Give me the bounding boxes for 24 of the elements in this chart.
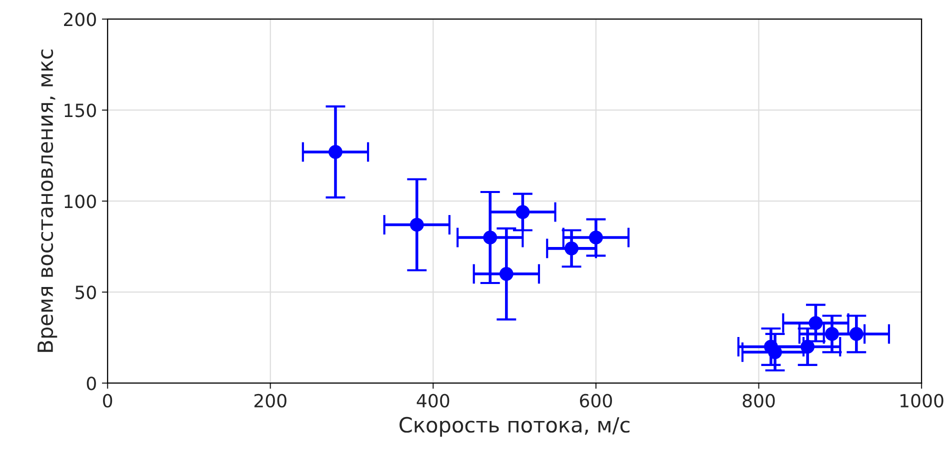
point — [483, 230, 498, 244]
y-tick-label: 200 — [64, 12, 96, 26]
y-tick-label: 100 — [64, 194, 96, 208]
y-axis-title: Время восстановления, мкс — [38, 50, 58, 352]
x-tick-label: 600 — [580, 394, 612, 408]
y-tick-label: 50 — [76, 286, 96, 300]
point — [825, 327, 839, 341]
y-tick-label: 150 — [64, 104, 96, 118]
x-tick-label: 200 — [254, 394, 286, 408]
x-tick-label: 800 — [742, 394, 775, 408]
point — [800, 340, 815, 354]
x-tick-label: 1000 — [900, 394, 944, 408]
x-axis-title: Скорость потока, м/с — [400, 416, 630, 437]
point — [849, 327, 864, 341]
point — [564, 241, 578, 256]
x-tick-label: 400 — [416, 394, 450, 408]
point — [499, 266, 514, 281]
point — [808, 316, 823, 330]
point — [589, 230, 603, 244]
point — [328, 145, 342, 159]
point — [410, 218, 424, 232]
y-tick-label: 0 — [86, 376, 96, 390]
point — [516, 205, 530, 219]
x-tick-label: 0 — [103, 394, 112, 408]
